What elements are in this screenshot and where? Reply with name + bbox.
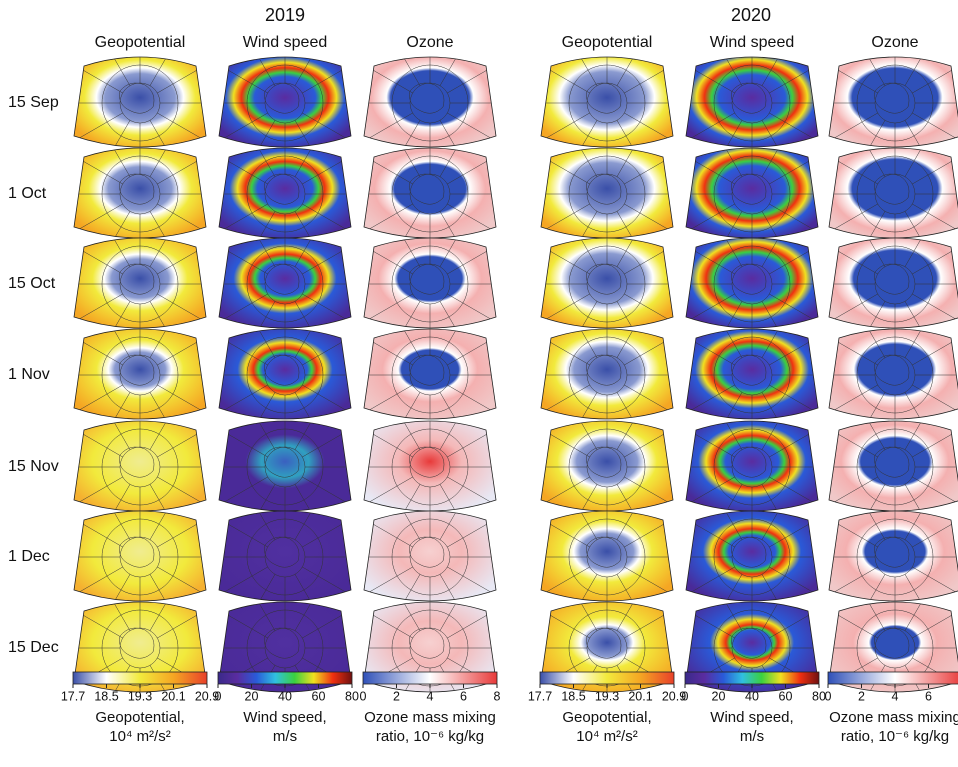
map-panel (829, 238, 958, 328)
colorbar (540, 672, 674, 684)
row-label: 1 Dec (8, 548, 50, 565)
map-panel (829, 148, 958, 238)
year-title: 2019 (265, 5, 305, 25)
colorbar-tick-label: 19.3 (595, 689, 619, 703)
colorbar-label: m/s (273, 728, 297, 745)
colorbar (828, 672, 958, 684)
colorbar-tick-label: 4 (427, 689, 434, 703)
colorbar-label: Geopotential, (95, 709, 184, 726)
row-label: 15 Oct (8, 275, 56, 292)
colorbar-tick-label: 6 (925, 689, 932, 703)
column-title: Ozone (871, 34, 918, 51)
colorbar (363, 672, 497, 684)
colorbar (73, 672, 207, 684)
colorbar-tick-label: 17.7 (528, 689, 552, 703)
row-label: 15 Sep (8, 94, 59, 111)
colorbar-tick-label: 40 (278, 689, 292, 703)
colorbar-label: 10⁴ m²/s² (576, 728, 637, 745)
colorbar-label: Ozone mass mixing (364, 709, 496, 726)
colorbar-label: Wind speed, (243, 709, 326, 726)
colorbar-label: ratio, 10⁻⁶ kg/kg (841, 728, 949, 745)
colorbar-label: Ozone mass mixing (829, 709, 958, 726)
colorbar-tick-label: 0 (825, 689, 832, 703)
colorbar-label: Wind speed, (710, 709, 793, 726)
column-title: Ozone (406, 34, 453, 51)
figure: 2019GeopotentialWind speedOzone2020Geopo… (0, 0, 958, 762)
column-title: Wind speed (243, 34, 328, 51)
colorbar (685, 672, 819, 684)
colorbar-label: ratio, 10⁻⁶ kg/kg (376, 728, 484, 745)
colorbar-tick-label: 80 (345, 689, 359, 703)
column-title: Geopotential (95, 34, 186, 51)
colorbar-label: m/s (740, 728, 764, 745)
colorbar-tick-label: 18.5 (94, 689, 118, 703)
row-label: 15 Nov (8, 458, 59, 475)
map-panel (829, 511, 958, 601)
colorbar-tick-label: 17.7 (61, 689, 85, 703)
colorbar-tick-label: 2 (393, 689, 400, 703)
colorbar-tick-label: 20.1 (628, 689, 652, 703)
colorbar-tick-label: 40 (745, 689, 759, 703)
colorbar-tick-label: 60 (312, 689, 326, 703)
row-label: 1 Nov (8, 366, 50, 383)
colorbar-label: Geopotential, (562, 709, 651, 726)
colorbar-label: 10⁴ m²/s² (109, 728, 170, 745)
colorbar-tick-label: 0 (360, 689, 367, 703)
colorbar-tick-label: 20 (245, 689, 259, 703)
colorbar-tick-label: 2 (858, 689, 865, 703)
colorbar-tick-label: 8 (494, 689, 501, 703)
map-panel (829, 57, 958, 147)
colorbar-tick-label: 0 (215, 689, 222, 703)
column-title: Geopotential (562, 34, 653, 51)
colorbar-tick-label: 6 (460, 689, 467, 703)
column-title: Wind speed (710, 34, 795, 51)
map-panel (829, 329, 958, 419)
colorbar-tick-label: 60 (779, 689, 793, 703)
row-label: 1 Oct (8, 185, 47, 202)
colorbar (218, 672, 352, 684)
colorbar-tick-label: 0 (682, 689, 689, 703)
map-panel (829, 421, 958, 511)
year-title: 2020 (731, 5, 771, 25)
colorbar-tick-label: 20 (712, 689, 726, 703)
colorbar-tick-label: 19.3 (128, 689, 152, 703)
row-label: 15 Dec (8, 639, 59, 656)
colorbar-tick-label: 18.5 (561, 689, 585, 703)
colorbar-tick-label: 4 (892, 689, 899, 703)
colorbar-tick-label: 20.1 (161, 689, 185, 703)
